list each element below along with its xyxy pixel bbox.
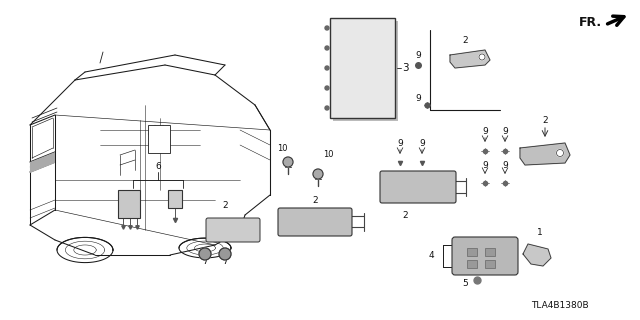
Circle shape [283,157,293,167]
Text: 2: 2 [462,36,468,44]
Text: 4: 4 [428,252,434,260]
Circle shape [479,54,485,60]
Text: 9: 9 [482,161,488,170]
Text: 6: 6 [155,162,161,171]
Circle shape [325,86,329,90]
Bar [485,248,495,256]
Circle shape [199,248,211,260]
Circle shape [325,66,329,70]
Circle shape [325,106,329,110]
FancyBboxPatch shape [452,237,518,275]
FancyBboxPatch shape [380,171,456,203]
Text: 10: 10 [323,149,333,158]
Text: 9: 9 [502,161,508,170]
Bar [333,21,398,121]
Bar [118,190,140,218]
Text: 5: 5 [462,279,468,289]
Circle shape [313,169,323,179]
Text: 9: 9 [415,51,421,60]
Polygon shape [523,244,551,266]
Text: FR.: FR. [579,15,602,28]
Circle shape [325,26,329,30]
Text: 7: 7 [202,258,208,267]
Text: 7: 7 [222,258,228,267]
Bar [168,190,182,208]
Text: 2: 2 [222,201,228,210]
Text: 2: 2 [542,116,548,124]
Text: 8: 8 [175,197,181,206]
FancyBboxPatch shape [206,218,260,242]
Text: 3: 3 [402,63,408,73]
Text: 2: 2 [402,211,408,220]
Bar [485,260,495,268]
Bar [467,260,477,268]
Text: 9: 9 [502,126,508,135]
Circle shape [325,46,329,50]
Bar [330,18,395,118]
Text: TLA4B1380B: TLA4B1380B [531,300,589,309]
Text: 1: 1 [537,228,543,236]
Text: 9: 9 [419,139,425,148]
Circle shape [557,149,563,156]
Bar [467,248,477,256]
FancyBboxPatch shape [278,208,352,236]
Polygon shape [30,152,55,173]
Text: 9: 9 [397,139,403,148]
Polygon shape [450,50,490,68]
Text: 9: 9 [482,126,488,135]
Polygon shape [520,143,570,165]
Text: 2: 2 [312,196,318,204]
Bar [148,125,170,153]
Circle shape [219,248,231,260]
Text: 9: 9 [415,93,421,102]
Text: 10: 10 [276,143,287,153]
